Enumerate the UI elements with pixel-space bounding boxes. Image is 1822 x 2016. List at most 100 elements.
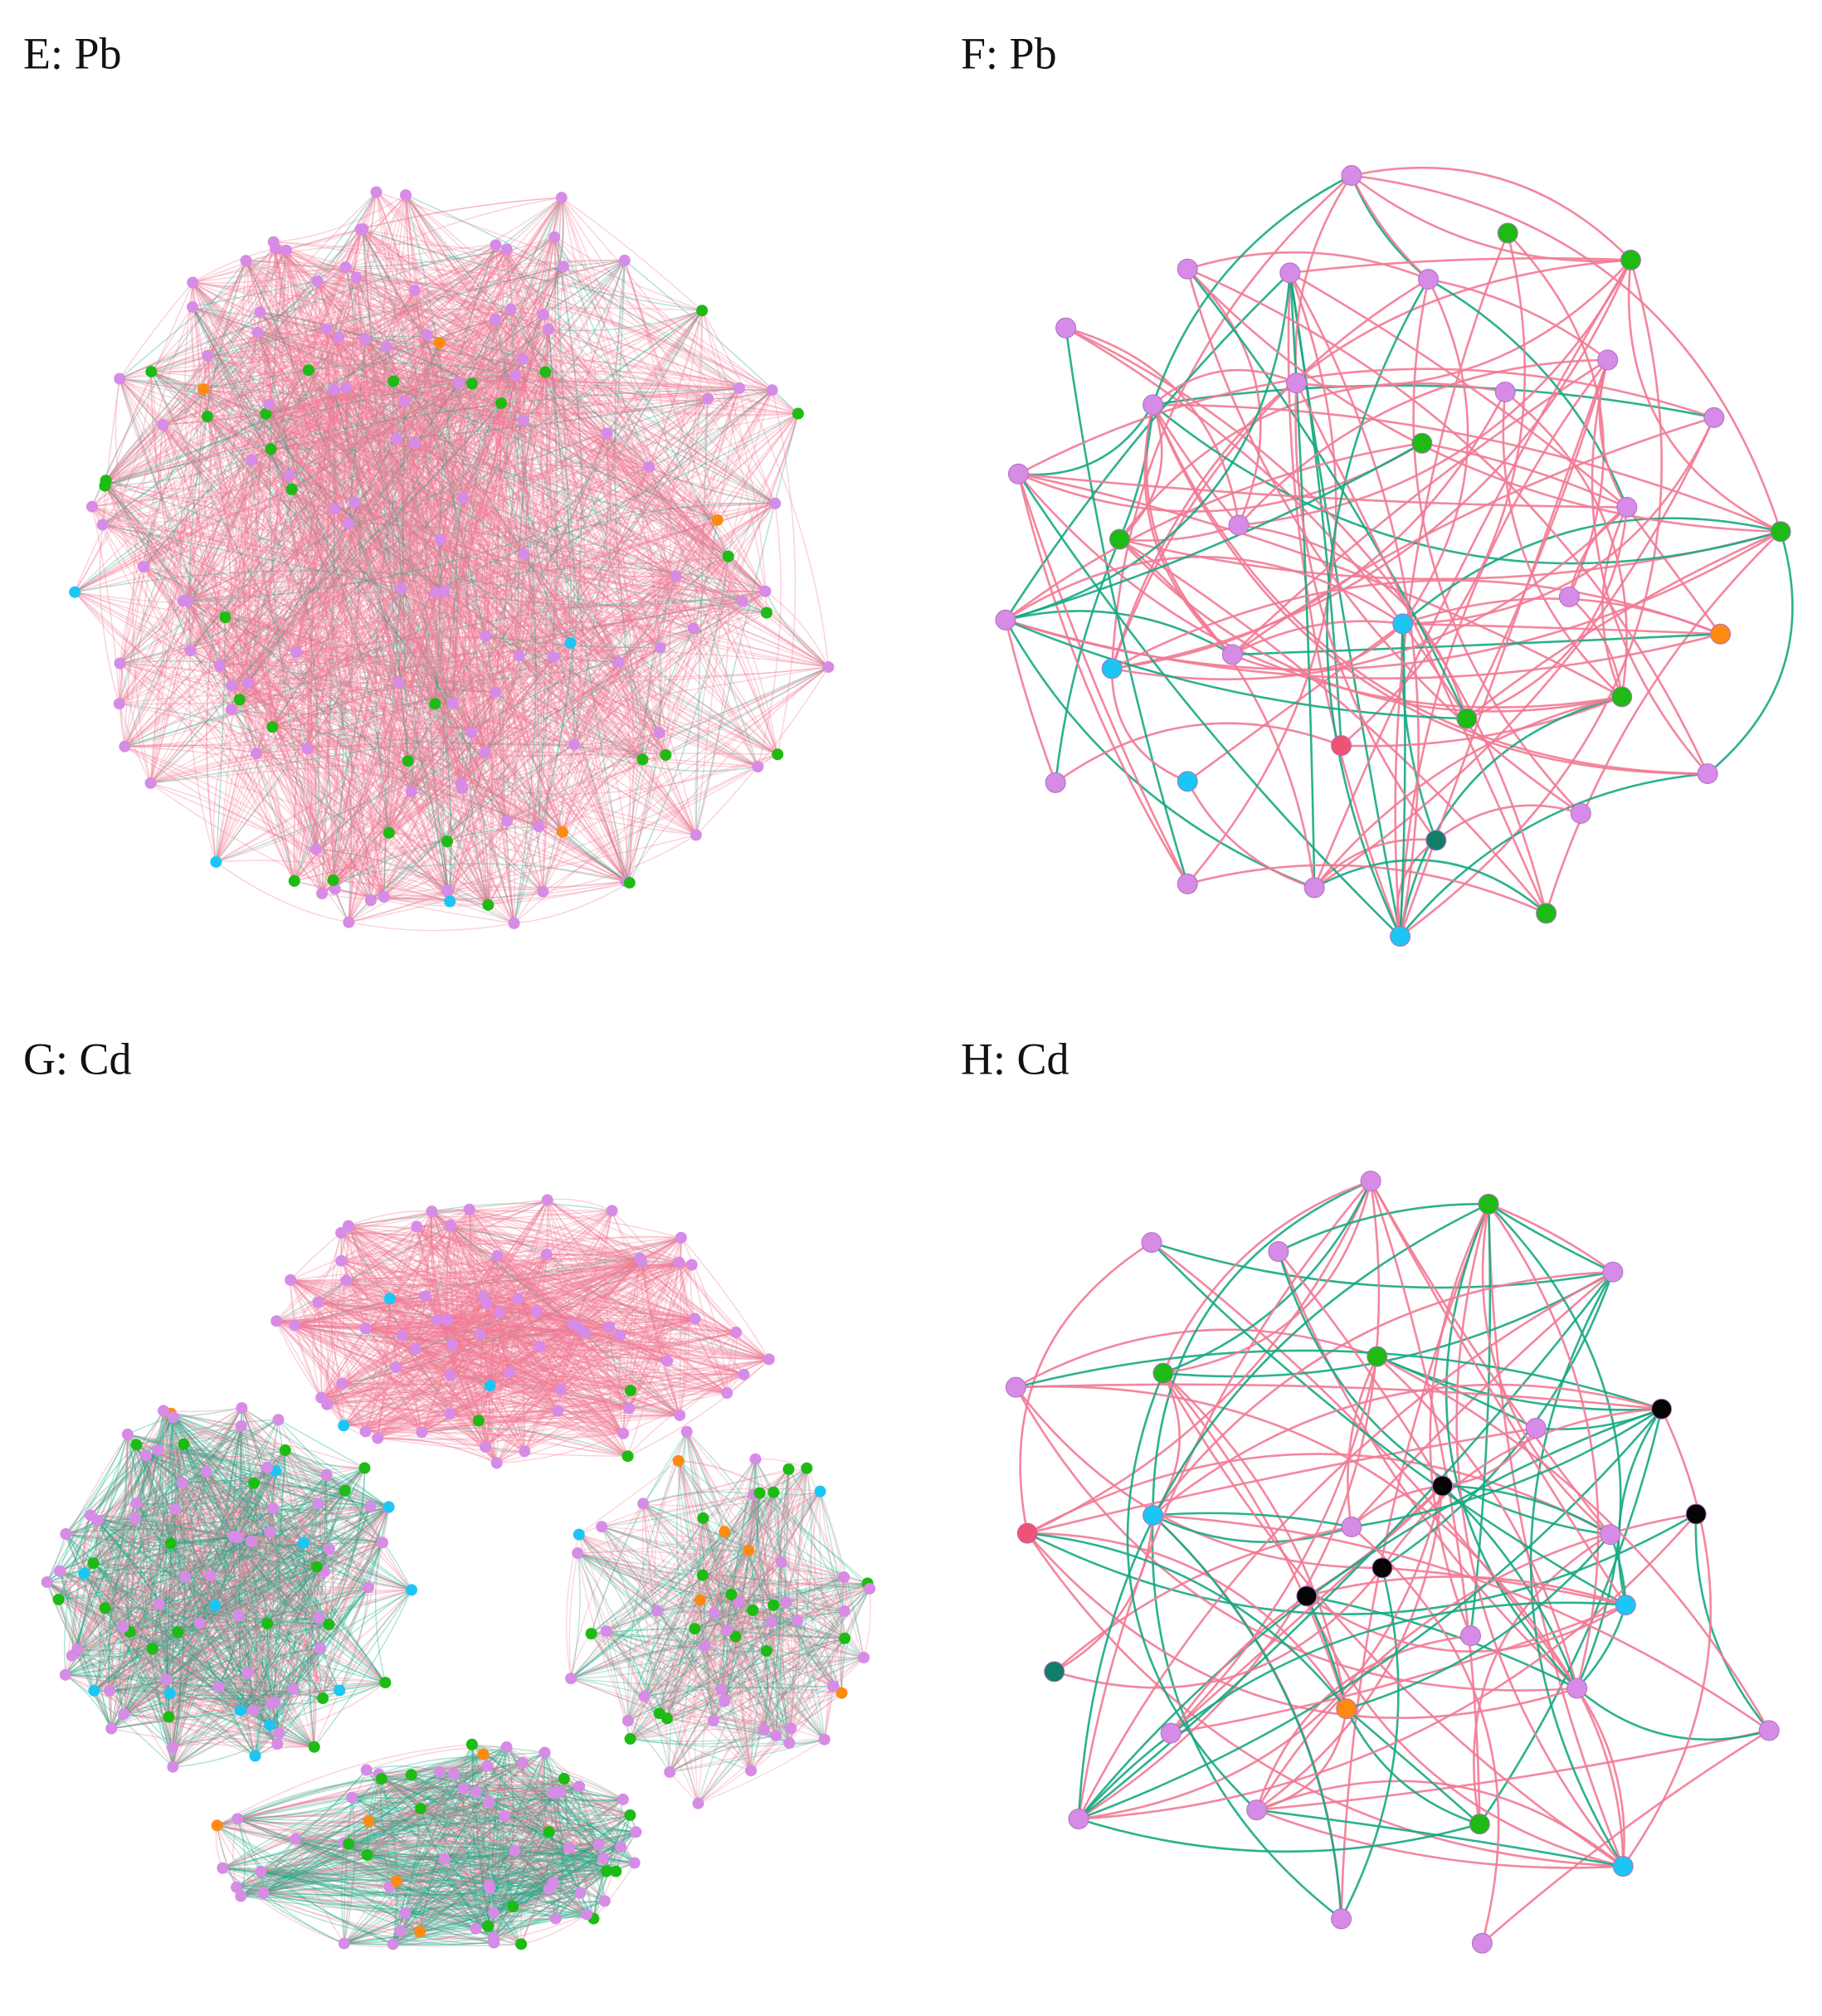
node (302, 364, 314, 377)
edge (388, 642, 572, 834)
edge (271, 726, 448, 892)
edge (202, 388, 235, 863)
edge (364, 338, 486, 753)
node (444, 1408, 456, 1420)
edge (386, 346, 766, 592)
edge (334, 197, 563, 890)
network-cluster (41, 1402, 418, 1773)
edge (295, 651, 539, 827)
node (539, 366, 552, 378)
edge (119, 662, 643, 760)
node (433, 337, 446, 349)
edge (162, 424, 451, 902)
node (766, 384, 778, 397)
edge (383, 576, 677, 898)
edge (426, 334, 540, 827)
edge (426, 334, 515, 923)
node (311, 275, 324, 288)
edge (315, 732, 660, 850)
edge (508, 553, 544, 892)
node (336, 1377, 348, 1390)
node (541, 1194, 553, 1206)
edge (254, 248, 276, 754)
edge (405, 195, 520, 656)
edge (307, 600, 743, 750)
edge (151, 371, 650, 469)
edge (304, 389, 336, 889)
edge (446, 655, 520, 842)
network-cluster (270, 1194, 775, 1469)
edge (207, 328, 327, 357)
edge (515, 374, 740, 395)
edge (294, 553, 524, 882)
node (612, 656, 625, 669)
edge (446, 413, 799, 842)
edge (257, 332, 427, 343)
node (540, 1248, 553, 1260)
edge (271, 466, 650, 728)
edge (519, 655, 575, 745)
node (212, 1681, 225, 1693)
edge (523, 389, 773, 555)
edge (434, 197, 563, 704)
edge (363, 228, 766, 592)
edge (268, 250, 290, 405)
edge (519, 398, 709, 656)
edge (315, 682, 399, 850)
edge (606, 433, 694, 629)
edge (251, 459, 643, 760)
node (247, 1704, 260, 1717)
node (321, 1398, 334, 1410)
edge (317, 280, 486, 753)
edge (251, 459, 666, 756)
edge (461, 519, 719, 789)
edge (471, 309, 512, 384)
edge (401, 266, 564, 589)
edge (119, 377, 464, 499)
edge (538, 519, 719, 827)
edge (510, 309, 776, 504)
edge (315, 752, 486, 850)
edge (231, 248, 277, 710)
node (118, 1707, 130, 1720)
edge (207, 260, 247, 356)
node (130, 1439, 143, 1451)
node (59, 1668, 71, 1681)
edge (192, 282, 251, 684)
node (320, 1468, 333, 1481)
node (280, 244, 292, 256)
edge (256, 389, 773, 754)
edge (119, 694, 575, 746)
edge (353, 502, 631, 884)
edge (487, 732, 660, 906)
edge (487, 358, 524, 905)
edge (506, 249, 576, 745)
node (176, 1477, 188, 1489)
edge (219, 635, 486, 667)
node (408, 284, 421, 296)
node (457, 492, 470, 504)
edge (119, 662, 496, 693)
edge (345, 387, 575, 745)
node (204, 1570, 217, 1582)
edge (411, 358, 524, 792)
node (338, 1419, 350, 1432)
node (504, 1366, 516, 1379)
edge (231, 709, 631, 884)
edge (321, 443, 416, 894)
node (350, 271, 363, 284)
node (772, 748, 784, 761)
node (210, 855, 222, 868)
edge (256, 682, 399, 754)
network-cluster (69, 186, 835, 932)
edge (224, 460, 253, 618)
node (500, 243, 513, 256)
edge (414, 265, 564, 292)
edge (338, 336, 405, 402)
edge (548, 329, 740, 389)
edge (285, 250, 314, 881)
edge (348, 591, 766, 923)
edge (439, 343, 544, 892)
node (146, 1643, 158, 1655)
edge (435, 387, 740, 593)
